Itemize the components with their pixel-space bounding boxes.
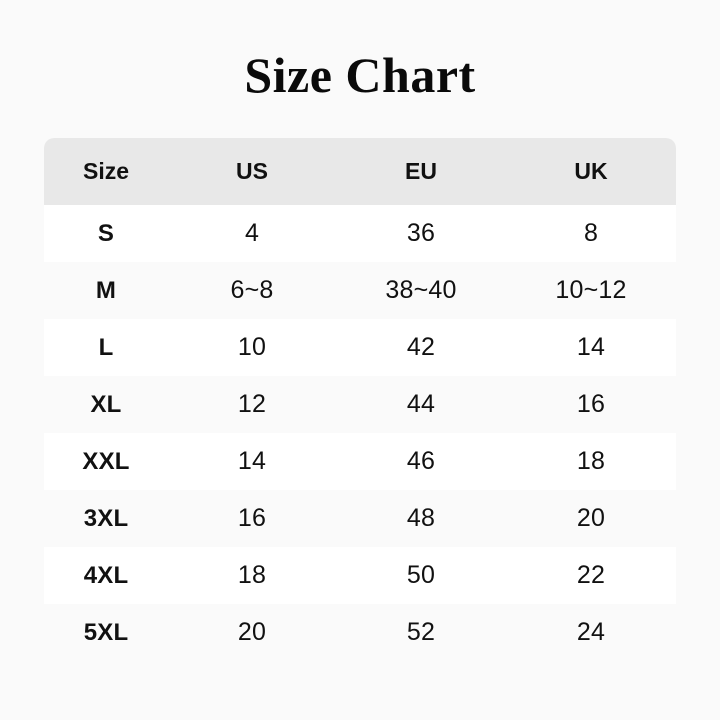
cell-uk: 20 <box>506 490 676 547</box>
cell-us: 12 <box>168 376 336 433</box>
cell-us: 14 <box>168 433 336 490</box>
column-header-us: US <box>168 138 336 205</box>
page-title: Size Chart <box>244 47 476 103</box>
cell-us: 4 <box>168 205 336 262</box>
cell-us: 10 <box>168 319 336 376</box>
cell-us: 16 <box>168 490 336 547</box>
cell-us: 18 <box>168 547 336 604</box>
table-row: M 6~8 38~40 10~12 <box>44 262 676 319</box>
column-header-uk: UK <box>506 138 676 205</box>
cell-uk: 10~12 <box>506 262 676 319</box>
cell-size: M <box>44 262 168 319</box>
cell-uk: 14 <box>506 319 676 376</box>
cell-uk: 18 <box>506 433 676 490</box>
cell-size: XXL <box>44 433 168 490</box>
cell-eu: 50 <box>336 547 506 604</box>
table-row: 5XL 20 52 24 <box>44 604 676 661</box>
column-header-size: Size <box>44 138 168 205</box>
cell-eu: 42 <box>336 319 506 376</box>
table-row: 3XL 16 48 20 <box>44 490 676 547</box>
cell-size: L <box>44 319 168 376</box>
size-chart-table: Size US EU UK S 4 36 8 M 6~8 38~40 10~12… <box>44 138 676 661</box>
cell-us: 20 <box>168 604 336 661</box>
table-row: S 4 36 8 <box>44 205 676 262</box>
table-row: XL 12 44 16 <box>44 376 676 433</box>
column-header-eu: EU <box>336 138 506 205</box>
cell-size: 5XL <box>44 604 168 661</box>
cell-eu: 46 <box>336 433 506 490</box>
cell-eu: 36 <box>336 205 506 262</box>
cell-eu: 48 <box>336 490 506 547</box>
cell-uk: 8 <box>506 205 676 262</box>
cell-eu: 44 <box>336 376 506 433</box>
cell-uk: 16 <box>506 376 676 433</box>
table-header-row: Size US EU UK <box>44 138 676 205</box>
table-row: XXL 14 46 18 <box>44 433 676 490</box>
cell-uk: 24 <box>506 604 676 661</box>
cell-size: 3XL <box>44 490 168 547</box>
table-row: L 10 42 14 <box>44 319 676 376</box>
table-body: S 4 36 8 M 6~8 38~40 10~12 L 10 42 14 XL… <box>44 205 676 661</box>
cell-size: S <box>44 205 168 262</box>
cell-us: 6~8 <box>168 262 336 319</box>
cell-size: 4XL <box>44 547 168 604</box>
cell-uk: 22 <box>506 547 676 604</box>
table-header: Size US EU UK <box>44 138 676 205</box>
cell-eu: 38~40 <box>336 262 506 319</box>
cell-size: XL <box>44 376 168 433</box>
cell-eu: 52 <box>336 604 506 661</box>
table-row: 4XL 18 50 22 <box>44 547 676 604</box>
